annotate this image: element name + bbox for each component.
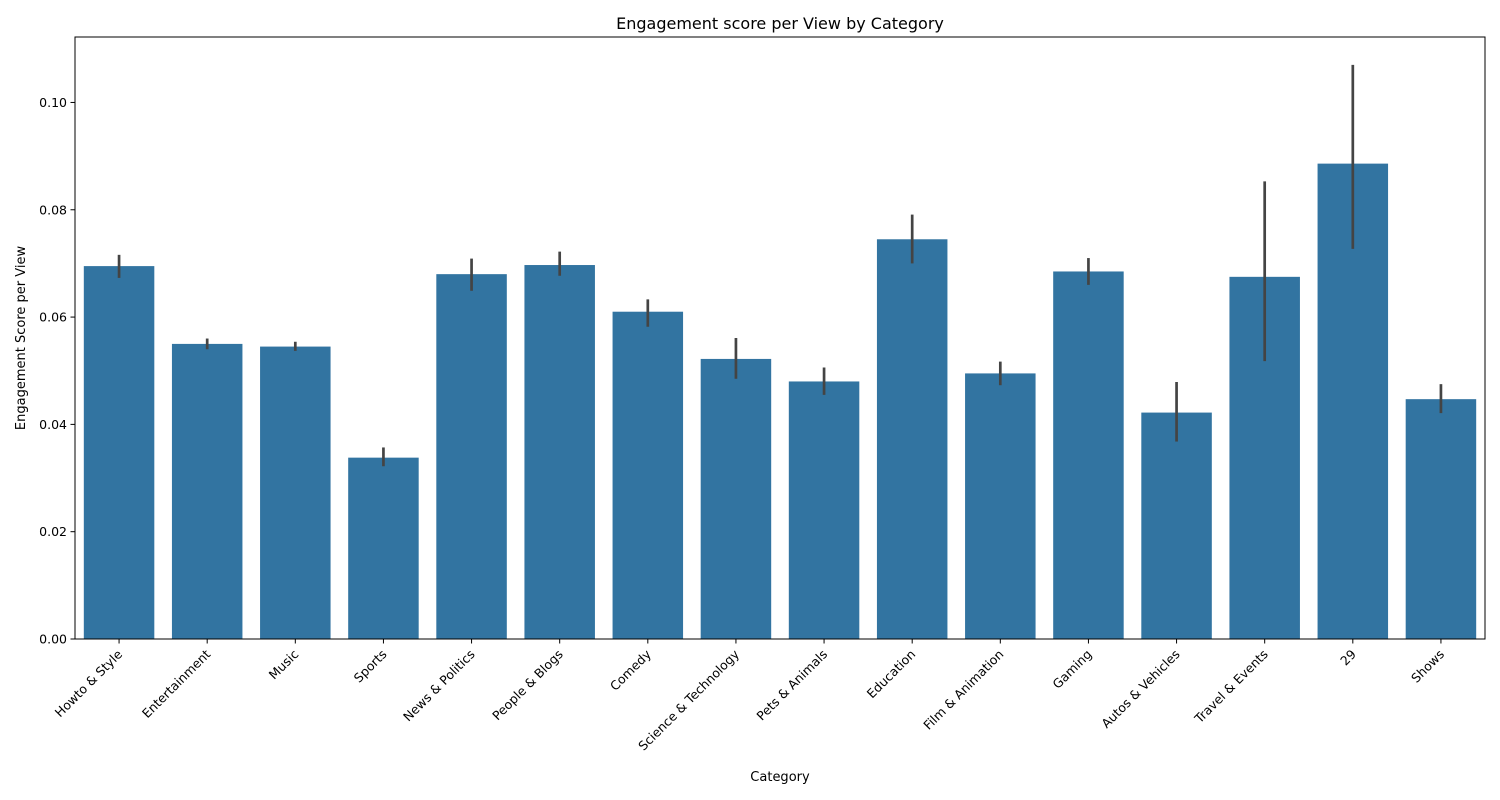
x-tick-label: Comedy <box>607 646 655 694</box>
bar <box>1053 271 1124 639</box>
x-tick-label: People & Blogs <box>489 647 566 724</box>
bar <box>260 346 331 639</box>
y-tick-label: 0.08 <box>39 202 67 217</box>
x-tick-label: Education <box>864 647 919 702</box>
y-tick-label: 0.04 <box>39 417 67 432</box>
y-tick-label: 0.02 <box>39 524 67 539</box>
x-axis-label: Category <box>750 770 810 785</box>
bar <box>700 358 772 639</box>
bar <box>171 343 243 639</box>
x-tick-label: Travel & Events <box>1191 647 1271 727</box>
plot-frame <box>74 36 1486 640</box>
bar <box>965 373 1036 639</box>
x-tick-label: Science & Technology <box>635 646 742 753</box>
bar <box>524 265 595 639</box>
bar <box>788 381 860 639</box>
x-tick-label: Autos & Vehicles <box>1098 647 1182 731</box>
x-tick-label: Howto & Style <box>52 646 126 720</box>
chart-title: Engagement score per View by Category <box>616 14 944 33</box>
bars-layer <box>83 163 1477 639</box>
y-axis: 0.00 0.02 0.04 0.06 0.08 0.10 <box>39 95 75 647</box>
bar <box>348 457 419 639</box>
bar <box>1405 399 1477 639</box>
x-axis: Howto & Style Entertainment Music Sports New… <box>52 639 1447 753</box>
error-bars-layer <box>117 64 1443 467</box>
x-tick-label: Shows <box>1408 647 1447 686</box>
bar <box>876 239 948 639</box>
x-tick-label: News & Politics <box>400 647 478 725</box>
bar <box>83 266 155 639</box>
x-tick-label: 29 <box>1337 646 1359 668</box>
x-tick-label: Music <box>266 646 302 682</box>
x-tick-label: Film & Animation <box>920 647 1006 733</box>
x-tick-label: Entertainment <box>139 646 213 720</box>
bar <box>436 274 507 639</box>
x-tick-label: Gaming <box>1049 647 1094 692</box>
y-axis-label: Engagement Score per View <box>14 246 29 431</box>
bar <box>612 311 684 639</box>
y-tick-label: 0.06 <box>39 310 67 325</box>
y-tick-label: 0.10 <box>39 95 67 110</box>
y-tick-label: 0.00 <box>39 632 67 647</box>
x-tick-label: Pets & Animals <box>753 647 830 724</box>
x-tick-label: Sports <box>351 647 390 686</box>
bar <box>1141 412 1212 639</box>
